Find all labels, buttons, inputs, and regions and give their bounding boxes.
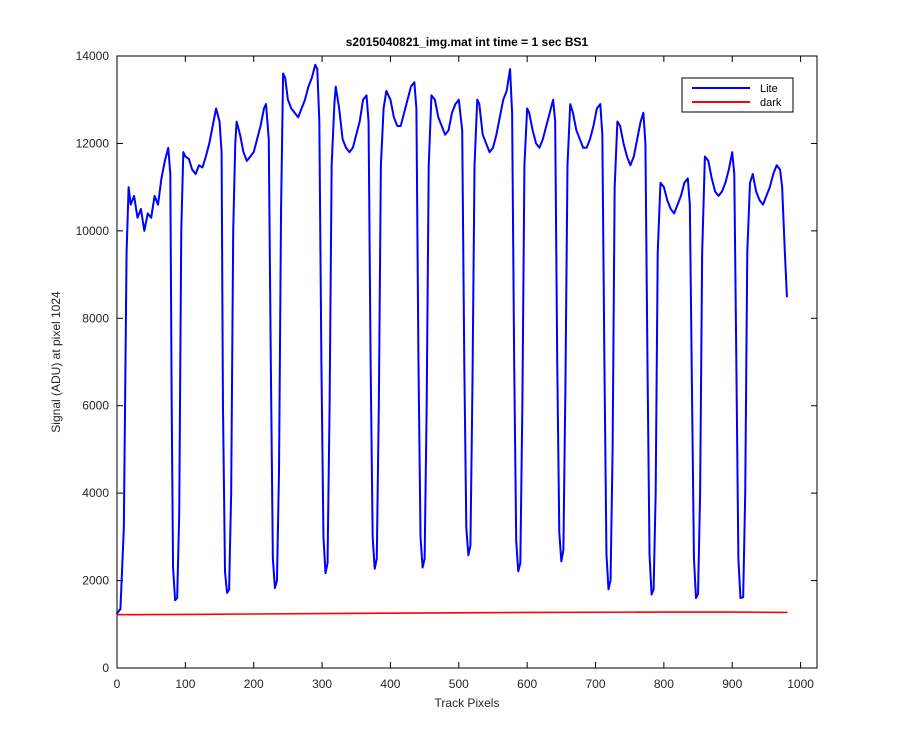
- y-tick-label: 14000: [76, 49, 110, 63]
- x-tick-label: 500: [449, 677, 469, 691]
- y-tick-label: 6000: [82, 399, 109, 413]
- x-tick-label: 800: [654, 677, 674, 691]
- x-tick-label: 100: [175, 677, 195, 691]
- series-layer: [116, 63, 788, 616]
- y-tick-label: 2000: [82, 574, 109, 588]
- y-axis: 0 2000 4000 6000 8000 10000 12000 14000: [76, 49, 817, 675]
- x-tick-label: 200: [244, 677, 264, 691]
- x-tick-label: 300: [312, 677, 332, 691]
- y-tick-label: 8000: [82, 311, 109, 325]
- legend-box: [681, 77, 794, 113]
- y-tick-label: 10000: [76, 224, 110, 238]
- y-tick-label: 0: [102, 661, 109, 675]
- x-tick-label: 0: [114, 677, 121, 691]
- y-axis-label: Signal (ADU) at pixel 1024: [49, 291, 63, 433]
- legend: Lite dark: [681, 77, 794, 113]
- x-tick-label: 1000: [787, 677, 814, 691]
- legend-label-dark: dark: [760, 97, 782, 109]
- x-tick-label: 700: [586, 677, 606, 691]
- y-tick-label: 4000: [82, 486, 109, 500]
- x-axis-label: Track Pixels: [435, 696, 500, 710]
- x-tick-label: 400: [380, 677, 400, 691]
- x-tick-label: 900: [722, 677, 742, 691]
- series-line-dark: [116, 611, 788, 616]
- legend-label-lite: Lite: [760, 83, 778, 95]
- y-tick-label: 12000: [76, 136, 110, 150]
- x-tick-label: 600: [517, 677, 537, 691]
- x-axis: 0 100 200 300 400 500 600 700 800 900 1000: [114, 56, 814, 691]
- series-line-lite: [116, 63, 788, 615]
- chart-title: s2015040821_img.mat int time = 1 sec BS1: [346, 35, 589, 49]
